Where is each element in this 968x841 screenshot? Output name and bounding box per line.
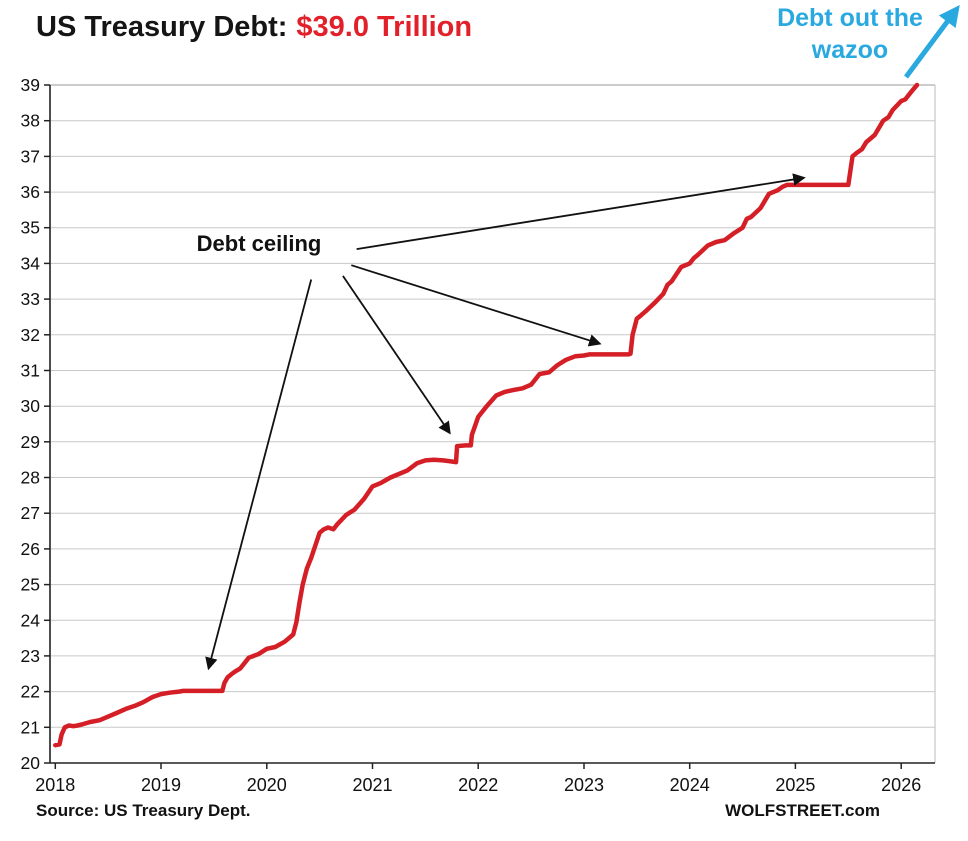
wazoo-line2: wazoo [811,36,889,64]
y-tick-label: 21 [21,717,40,737]
y-tick-label: 27 [21,503,40,523]
up-right-arrow-icon [903,4,960,79]
x-tick-label: 2021 [352,775,392,795]
wazoo-annotation: Debt out the wazoo [752,2,948,66]
site-credit: WOLFSTREET.com [725,801,880,820]
y-tick-label: 36 [21,182,40,202]
chart-title-value: $39.0 Trillion [296,11,473,43]
x-tick-label: 2022 [458,775,498,795]
source-credit: Source: US Treasury Dept. [36,801,251,820]
y-tick-label: 37 [21,146,40,166]
x-tick-label: 2020 [247,775,287,795]
wazoo-line1: Debt out the [777,4,923,32]
y-tick-label: 24 [21,610,41,630]
chart-title-label: US Treasury Debt: [36,11,288,43]
y-tick-label: 29 [21,432,40,452]
ceiling-arrow [351,264,602,347]
y-tick-label: 22 [21,682,40,702]
y-tick-label: 39 [21,75,40,95]
debt-ceiling-label: Debt ceiling [196,231,322,256]
y-tick-label: 26 [21,539,40,559]
ceiling-arrow [205,279,313,671]
x-tick-label: 2018 [35,775,75,795]
ceiling-arrow [356,173,806,250]
y-tick-label: 33 [21,289,40,309]
x-tick-label: 2023 [564,775,604,795]
y-tick-label: 32 [21,325,40,345]
debt-line [53,82,920,748]
y-tick-label: 34 [21,253,41,273]
y-tick-label: 25 [21,575,40,595]
x-tick-label: 2025 [775,775,815,795]
chart-title: US Treasury Debt: $39.0 Trillion [36,11,472,44]
y-tick-label: 23 [21,646,40,666]
x-tick-label: 2019 [141,775,181,795]
x-tick-label: 2024 [670,775,710,795]
x-tick-label: 2026 [881,775,921,795]
y-tick-label: 35 [21,218,40,238]
y-tick-label: 38 [21,111,40,131]
y-tick-label: 30 [21,396,41,416]
y-tick-label: 20 [21,753,41,773]
ceiling-arrow [342,275,451,435]
y-tick-label: 28 [21,468,40,488]
y-tick-label: 31 [21,361,40,381]
